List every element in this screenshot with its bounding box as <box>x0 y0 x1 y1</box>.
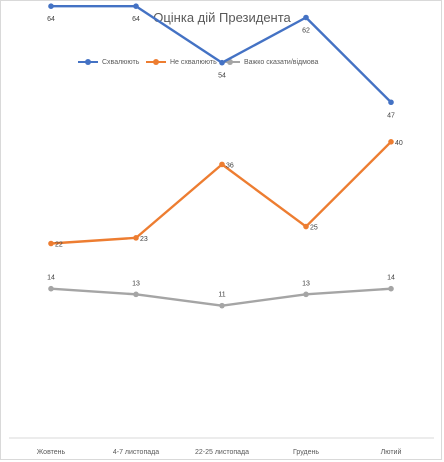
data-point-disapprove-1 <box>133 235 139 241</box>
legend-swatch-disapprove <box>146 55 166 69</box>
data-label-hard-to-say-2: 11 <box>218 292 225 299</box>
data-label-approve-3: 62 <box>302 28 310 35</box>
data-point-hard-to-say-4 <box>388 285 394 292</box>
legend-swatch-approve <box>78 55 98 69</box>
data-label-disapprove-1: 23 <box>140 236 148 243</box>
data-label-hard-to-say-3: 13 <box>302 280 310 287</box>
x-tick-label-3: Грудень <box>293 449 319 456</box>
data-label-disapprove-2: 36 <box>226 162 234 169</box>
data-label-approve-4: 47 <box>387 112 395 119</box>
data-point-hard-to-say-1 <box>133 291 139 298</box>
data-point-approve-2 <box>219 59 225 66</box>
legend-swatch-hard-to-say <box>220 55 240 69</box>
legend: Схвалюють Не схвалюють Важко сказати/від… <box>0 55 444 69</box>
legend-item-hard-to-say: Важко сказати/відмова <box>220 55 318 69</box>
data-point-disapprove-3 <box>303 223 309 230</box>
series-line-approve <box>49 4 393 104</box>
data-label-approve-0: 64 <box>47 16 55 23</box>
data-point-approve-1 <box>133 3 139 10</box>
data-point-disapprove-2 <box>219 161 225 168</box>
data-point-disapprove-0 <box>48 240 54 247</box>
x-tick-label-2: 22-25 листопада <box>195 449 249 456</box>
data-point-approve-0 <box>48 3 54 10</box>
legend-label-hard-to-say: Важко сказати/відмова <box>244 58 319 66</box>
data-label-hard-to-say-1: 13 <box>132 280 140 287</box>
data-label-disapprove-4: 40 <box>395 140 403 147</box>
data-point-hard-to-say-0 <box>48 285 54 292</box>
x-tick-label-0: Жовтень <box>37 449 66 456</box>
chart-title: Оцінка дій Президента <box>153 10 291 25</box>
data-label-disapprove-0: 22 <box>55 242 63 249</box>
data-label-hard-to-say-4: 14 <box>387 275 395 282</box>
legend-label-disapprove: Не схвалюють <box>170 58 217 66</box>
data-point-hard-to-say-3 <box>303 291 309 298</box>
data-point-approve-4 <box>388 99 394 106</box>
data-point-hard-to-say-2 <box>219 302 225 309</box>
legend-item-approve: Схвалюють <box>78 55 139 69</box>
data-point-disapprove-4 <box>388 139 394 145</box>
legend-item-disapprove: Не схвалюють <box>146 55 217 69</box>
data-label-disapprove-3: 25 <box>310 225 318 232</box>
data-label-approve-1: 64 <box>132 16 140 23</box>
series-line-disapprove <box>49 140 393 245</box>
legend-label-approve: Схвалюють <box>102 58 140 66</box>
data-label-approve-2: 54 <box>218 73 226 80</box>
data-label-hard-to-say-0: 14 <box>47 275 55 282</box>
data-point-approve-3 <box>303 14 309 21</box>
x-tick-label-4: Лютий <box>381 448 402 456</box>
x-tick-label-1: 4-7 листопада <box>113 449 159 456</box>
